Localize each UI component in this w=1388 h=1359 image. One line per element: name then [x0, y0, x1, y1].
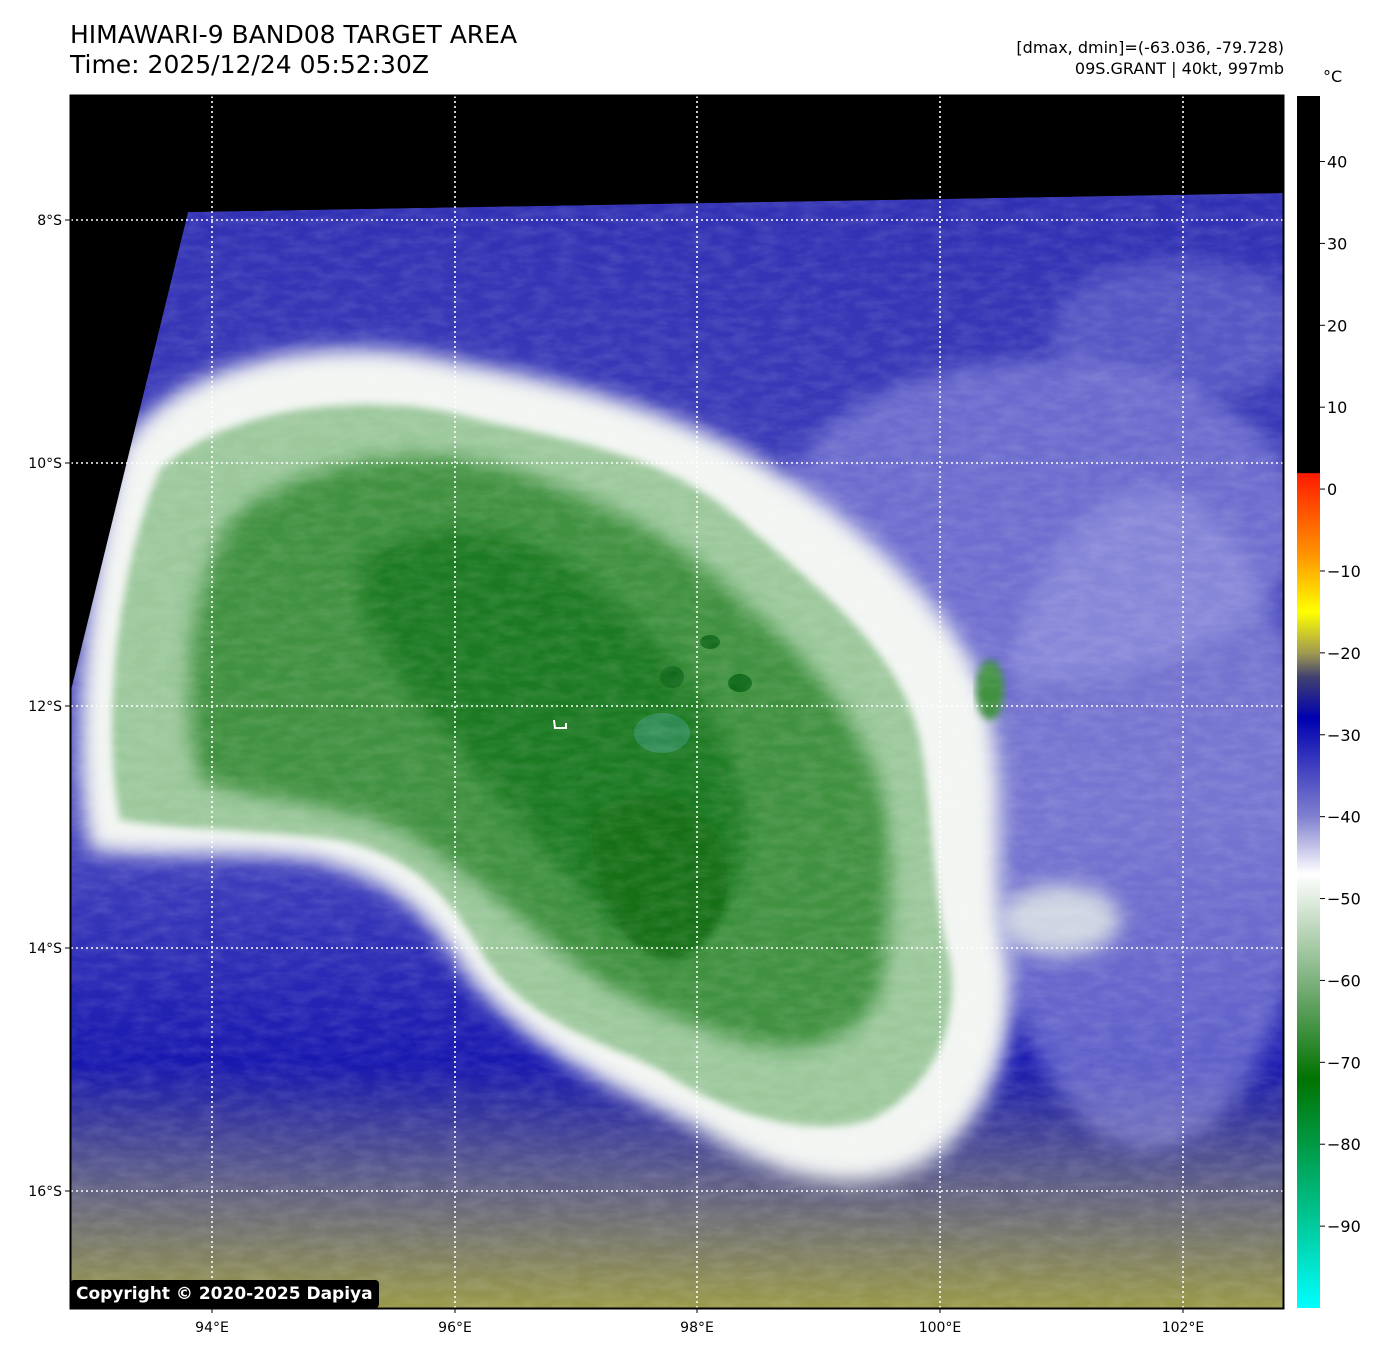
colorbar-tick-label: 20: [1327, 316, 1347, 335]
colorbar-tick-label: 30: [1327, 234, 1347, 253]
longitude-labels: 94°E 96°E 98°E 100°E 102°E: [195, 1308, 1204, 1336]
colorbar-tick-label: −30: [1327, 726, 1361, 745]
colorbar-tick-label: −60: [1327, 971, 1361, 990]
colorbar-tick-label: −50: [1327, 890, 1361, 909]
colorbar-tick-label: −80: [1327, 1135, 1361, 1154]
colorbar-tick-label: 40: [1327, 153, 1347, 172]
lon-tick-label: 98°E: [680, 1320, 714, 1336]
colorbar-tick-label: −40: [1327, 808, 1361, 827]
lon-tick-label: 102°E: [1162, 1320, 1205, 1336]
latitude-labels: 8°S 10°S 12°S 14°S 16°S: [28, 213, 70, 1200]
title-block: HIMAWARI-9 BAND08 TARGET AREA Time: 2025…: [70, 20, 517, 80]
map-time: Time: 2025/12/24 05:52:30Z: [70, 50, 429, 79]
imagery-layer: [71, 96, 1283, 1308]
colorbar-unit: °C: [1323, 67, 1343, 86]
copyright-label: Copyright © 2020-2025 Dapiya: [70, 1280, 379, 1308]
lat-tick-label: 16°S: [28, 1184, 62, 1200]
lat-tick-label: 12°S: [28, 699, 62, 715]
colorbar: [1297, 96, 1320, 1308]
data-range: [dmax, dmin]=(-63.036, -79.728): [1016, 38, 1284, 57]
info-block: [dmax, dmin]=(-63.036, -79.728) 09S.GRAN…: [1016, 37, 1284, 79]
colorbar-tick-label: −20: [1327, 644, 1361, 663]
storm-info: 09S.GRANT | 40kt, 997mb: [1074, 59, 1284, 78]
lat-tick-label: 8°S: [37, 213, 62, 229]
map-title: HIMAWARI-9 BAND08 TARGET AREA: [70, 20, 518, 49]
colorbar-tick-label: −10: [1327, 562, 1361, 581]
texture-overlay: [71, 96, 1283, 1308]
lat-tick-label: 10°S: [28, 456, 62, 472]
colorbar-tick-label: 10: [1327, 398, 1347, 417]
colorbar-tick-label: −90: [1327, 1217, 1361, 1236]
off-disk-area: [71, 96, 1283, 690]
storm-center-marker: [553, 719, 567, 729]
graticule: [71, 96, 1283, 1308]
lon-tick-label: 94°E: [195, 1320, 229, 1336]
lon-tick-label: 100°E: [919, 1320, 962, 1336]
lon-tick-label: 96°E: [438, 1320, 472, 1336]
colorbar-tick-label: −70: [1327, 1053, 1361, 1072]
colorbar-tick-label: 0: [1327, 480, 1337, 499]
colorbar-ticks: 40 30 20 10 0 −10 −20 −30 −40 −50 −60 −70 −80 −90: [1320, 153, 1361, 1236]
lat-tick-label: 14°S: [28, 941, 62, 957]
map-frame: [69, 94, 1285, 1310]
